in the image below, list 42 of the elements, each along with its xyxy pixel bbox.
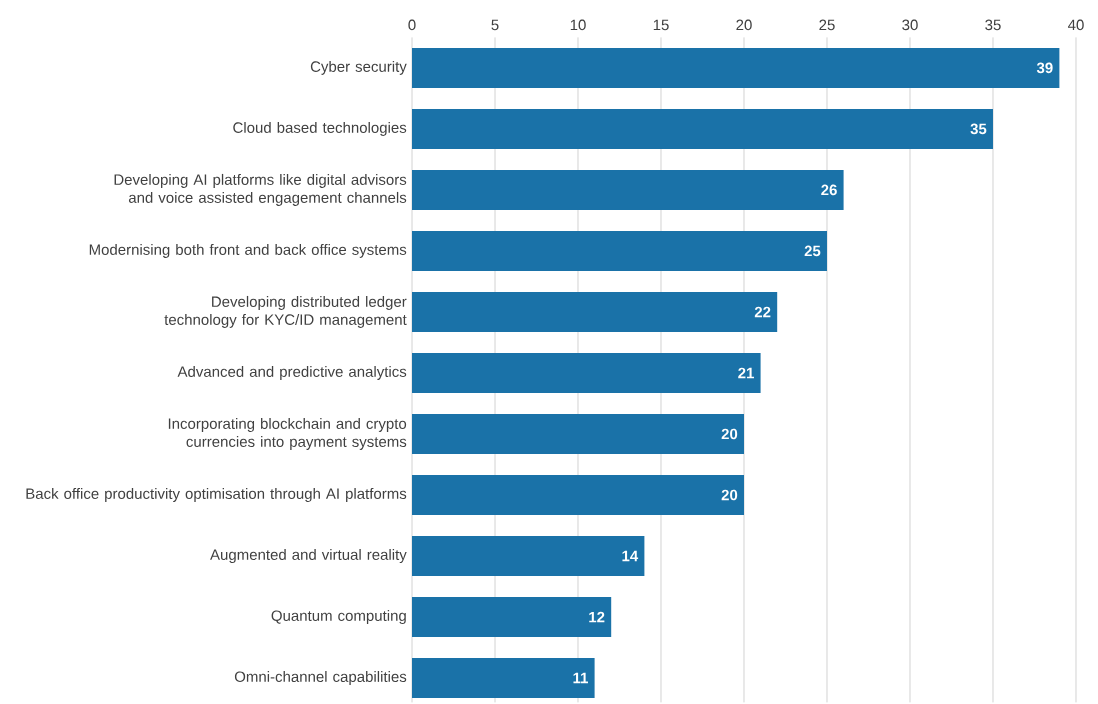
y-tick-label: Augmented and virtual reality xyxy=(210,548,407,563)
x-tick-label: 25 xyxy=(819,19,835,31)
data-label: 20 xyxy=(721,428,738,440)
x-tick-label: 0 xyxy=(408,19,416,31)
bar xyxy=(412,47,1060,88)
bar xyxy=(412,474,744,515)
data-label: 39 xyxy=(1036,62,1053,74)
y-tick-label: Quantum computing xyxy=(271,609,406,624)
data-label: 26 xyxy=(821,184,837,196)
bar xyxy=(412,352,761,393)
x-tick-label: 40 xyxy=(1067,19,1084,31)
x-tick-label: 20 xyxy=(736,19,752,31)
y-tick-label: Advanced and predictive analytics xyxy=(177,365,407,380)
data-label: 21 xyxy=(738,367,754,379)
y-tick-label: Developing distributed ledger technology for KYC/ID management xyxy=(164,295,407,328)
bar xyxy=(412,413,744,454)
data-label: 25 xyxy=(804,245,821,257)
x-tick-label: 5 xyxy=(491,19,499,31)
bar xyxy=(412,230,827,271)
y-tick-label: Omni-channel capabilities xyxy=(234,671,407,685)
data-label: 35 xyxy=(970,123,987,135)
x-tick-label: 10 xyxy=(570,19,586,31)
y-tick-label: Back office productivity optimisation through AI platforms xyxy=(26,487,407,502)
data-label: 20 xyxy=(721,489,738,501)
data-label: 11 xyxy=(573,672,588,684)
bar xyxy=(412,108,993,149)
bar xyxy=(412,657,595,698)
data-label: 12 xyxy=(589,611,605,623)
data-label: 22 xyxy=(754,306,771,318)
bar xyxy=(412,596,612,637)
y-tick-label: Cyber security xyxy=(310,60,407,75)
x-tick-label: 15 xyxy=(653,19,669,31)
y-tick-label: Developing AI platforms like digital advisors and voice assisted engagement channels xyxy=(114,173,407,206)
y-tick-label: Incorporating blockchain and crypto currencies into payment systems xyxy=(168,417,407,450)
x-tick-label: 30 xyxy=(902,19,918,31)
x-tick-label: 35 xyxy=(985,19,1001,31)
y-tick-label: Modernising both front and back office systems xyxy=(89,243,407,258)
y-tick-label: Cloud based technologies xyxy=(233,121,407,136)
bar xyxy=(412,535,645,576)
data-label: 14 xyxy=(622,550,639,562)
bar xyxy=(412,291,778,332)
bar xyxy=(412,169,844,210)
